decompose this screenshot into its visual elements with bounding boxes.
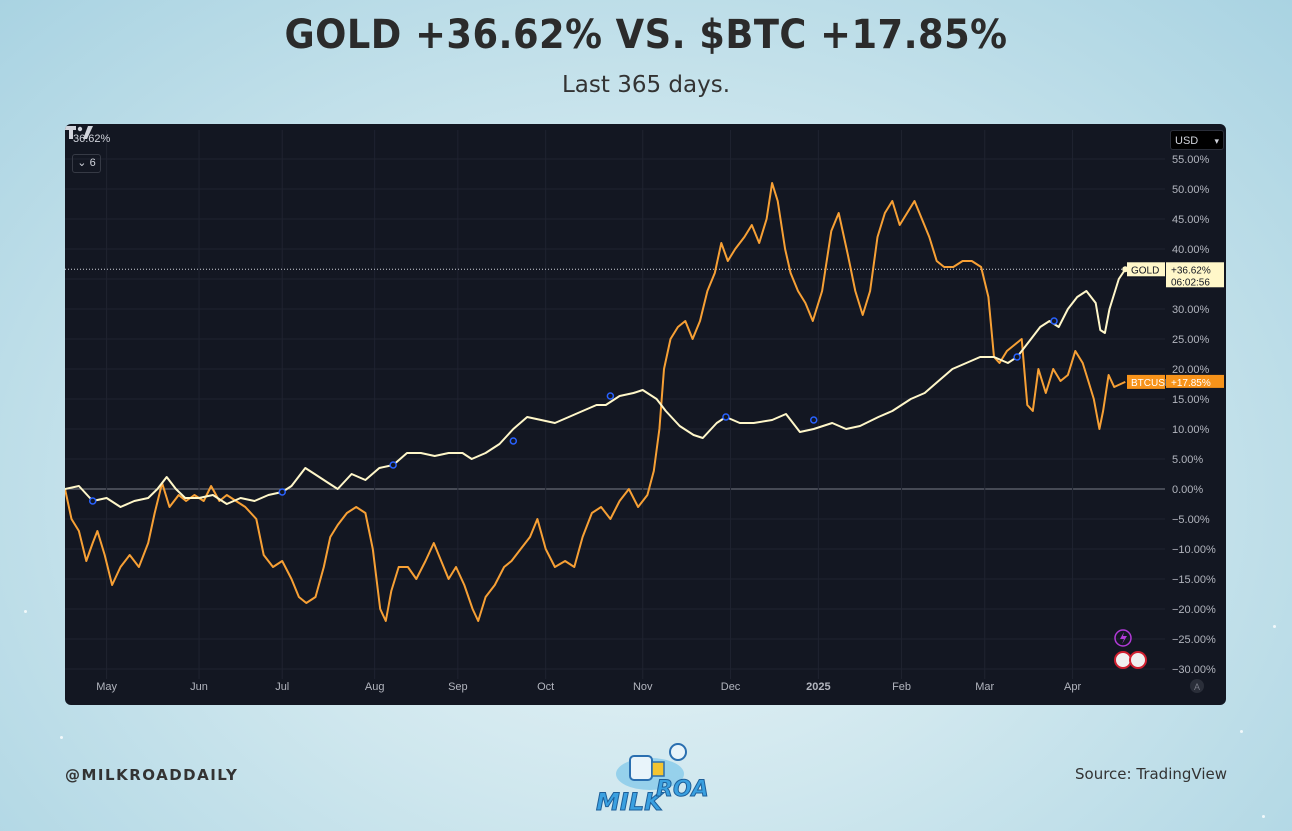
y-tick-label: 5.00%: [1172, 454, 1203, 466]
gold-value-label: 06:02:56: [1171, 277, 1210, 288]
y-tick-label: −25.00%: [1172, 634, 1216, 646]
y-tick-label: 10.00%: [1172, 424, 1210, 436]
y-tick-label: −10.00%: [1172, 544, 1216, 556]
series-line-btc: [65, 182, 1126, 622]
btc-name-box: [1127, 374, 1165, 389]
chart-panel: 55.00%50.00%45.00%40.00%35.00%30.00%25.0…: [65, 124, 1226, 705]
series-line-gold: [65, 268, 1127, 508]
btc-name-label: BTCUSD: [1131, 378, 1172, 389]
y-tick-label: 40.00%: [1172, 244, 1210, 256]
lightning-bolt-icon: [1120, 632, 1127, 644]
x-tick-label: Feb: [892, 681, 911, 693]
x-tick-label: 2025: [806, 681, 830, 693]
y-tick-label: −5.00%: [1172, 514, 1210, 526]
btc-value-box: [1166, 374, 1224, 388]
chevron-down-icon: ⌄: [77, 157, 87, 169]
y-tick-label: 25.00%: [1172, 334, 1210, 346]
milk-road-logo-icon: MILK ROAD: [596, 743, 708, 816]
gold-value-box: [1166, 262, 1224, 288]
gold-value-label: +36.62%: [1171, 265, 1211, 276]
x-tick-label: Nov: [633, 681, 653, 693]
decorative-sparkle: [1240, 730, 1243, 733]
y-tick-label: 50.00%: [1172, 184, 1210, 196]
social-handle: @MILKROADDAILY: [65, 766, 239, 784]
event-marker: [722, 413, 730, 421]
auto-scale-icon: A: [1194, 682, 1200, 692]
event-marker: [1050, 317, 1058, 325]
x-tick-label: Apr: [1064, 681, 1081, 693]
y-tick-label: 0.00%: [1172, 484, 1203, 496]
y-tick-label: 15.00%: [1172, 394, 1210, 406]
y-tick-label: −15.00%: [1172, 574, 1216, 586]
event-marker: [389, 461, 397, 469]
line-chart[interactable]: 55.00%50.00%45.00%40.00%35.00%30.00%25.0…: [65, 124, 1226, 705]
svg-text:ROAD: ROAD: [656, 777, 708, 802]
x-tick-label: Sep: [448, 681, 468, 693]
y-tick-label: 20.00%: [1172, 364, 1210, 376]
event-marker: [606, 392, 615, 400]
source-credit: Source: TradingView: [1075, 765, 1227, 783]
btc-value-label: +17.85%: [1171, 378, 1211, 389]
decorative-sparkle: [60, 736, 63, 739]
eu-flag-icon: [1129, 651, 1147, 669]
auto-scale-icon: [1190, 679, 1204, 693]
event-marker: [509, 437, 518, 445]
event-marker: [278, 488, 286, 496]
page-subtitle: Last 365 days.: [561, 72, 731, 98]
x-tick-label: Mar: [975, 681, 994, 693]
x-tick-label: Jul: [275, 681, 289, 693]
y-tick-label: −20.00%: [1172, 604, 1216, 616]
gold-name-box: [1127, 262, 1165, 277]
event-marker: [88, 497, 97, 505]
x-tick-label: Oct: [537, 681, 554, 693]
us-flag-icon: [1114, 651, 1132, 669]
currency-select[interactable]: USD ▾: [1170, 130, 1224, 150]
y-tick-label: 45.00%: [1172, 214, 1210, 226]
decorative-sparkle: [24, 610, 27, 613]
x-tick-label: May: [96, 681, 117, 693]
collapse-count: 6: [89, 157, 96, 169]
y-tick-label: 55.00%: [1172, 154, 1210, 166]
gold-end-point: [1122, 266, 1129, 273]
current-value-readout: 36.62%: [73, 133, 111, 145]
decorative-sparkle: [1262, 815, 1265, 818]
y-tick-label: −30.00%: [1172, 664, 1216, 676]
collapse-series-button[interactable]: ⌄ 6: [72, 154, 101, 173]
x-tick-label: Aug: [365, 681, 385, 693]
chevron-down-icon: ▾: [1214, 136, 1219, 146]
page-title: GOLD +36.62% VS. $BTC +17.85%: [284, 12, 1008, 58]
event-marker: [809, 416, 818, 424]
tradingview-logo-icon[interactable]: [65, 124, 95, 142]
gold-name-label: GOLD: [1131, 265, 1159, 276]
lightning-icon: [1114, 629, 1132, 647]
x-tick-label: Dec: [721, 681, 741, 693]
x-tick-label: Jun: [190, 681, 208, 693]
currency-value: USD: [1175, 135, 1199, 147]
decorative-sparkle: [1273, 625, 1276, 628]
svg-text:MILK: MILK: [596, 788, 665, 816]
y-tick-label: 30.00%: [1172, 304, 1210, 316]
event-marker: [1013, 353, 1021, 361]
